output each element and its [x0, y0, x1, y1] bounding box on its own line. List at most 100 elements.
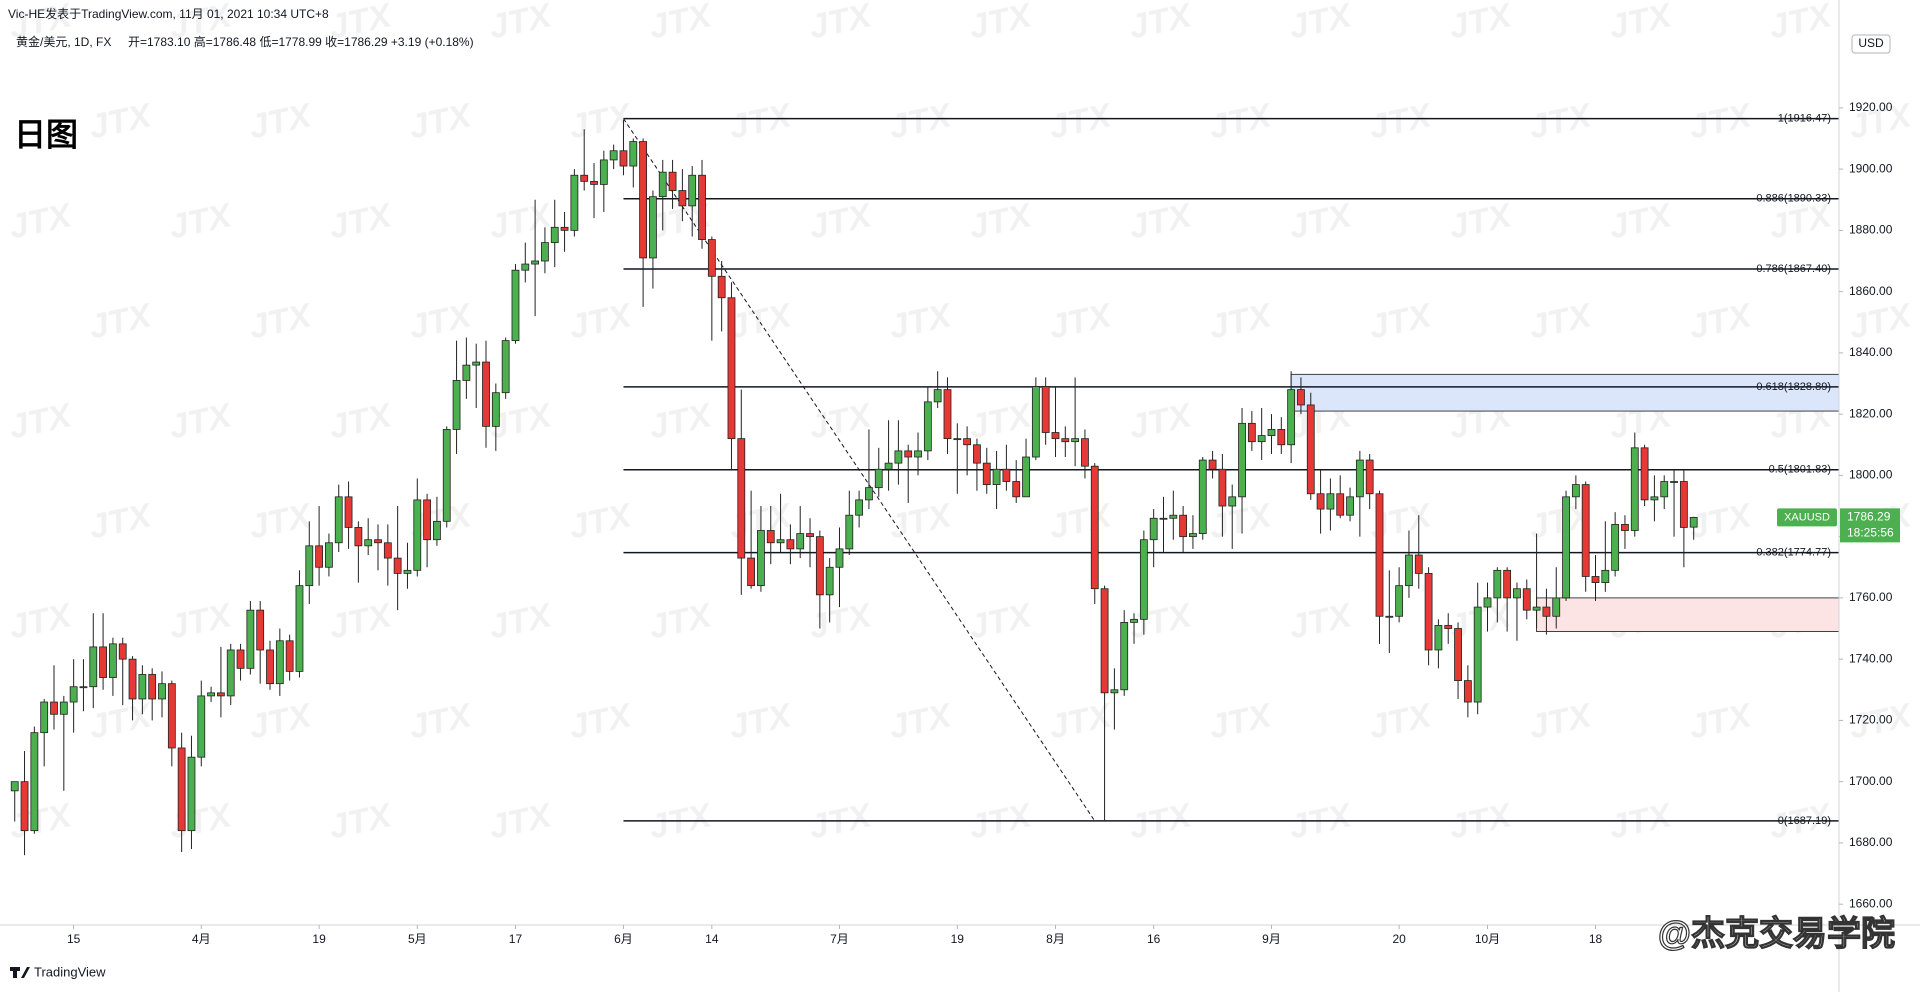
- candle-body: [1306, 404, 1315, 495]
- candle-body: [727, 297, 736, 440]
- candle-body: [325, 542, 333, 568]
- watermark: JTX: [1206, 296, 1277, 347]
- chart-title: 日图: [14, 116, 78, 152]
- candle-body: [953, 438, 962, 441]
- watermark: JTX: [1366, 296, 1437, 347]
- candle-body: [1208, 459, 1217, 470]
- candle-body: [1179, 514, 1188, 538]
- y-tick-label: 1740.00: [1849, 651, 1893, 665]
- fib-label: 0.618(1828.89): [1756, 381, 1831, 393]
- candle-body: [717, 275, 726, 299]
- candle-body: [1424, 572, 1433, 651]
- currency-box: [1851, 34, 1891, 54]
- candle-body: [806, 533, 814, 538]
- candle-body: [1041, 386, 1050, 433]
- watermark: JTX: [1686, 696, 1757, 747]
- candle-body: [148, 674, 157, 700]
- candle-body: [639, 141, 648, 259]
- candle-body: [1414, 554, 1423, 574]
- candle-body: [1336, 493, 1345, 516]
- candle-body: [138, 674, 147, 700]
- watermark: JTX: [646, 596, 717, 647]
- candle-body: [1630, 447, 1639, 531]
- candle-body: [1562, 496, 1570, 599]
- candle-body: [364, 539, 373, 547]
- candle-body: [658, 171, 667, 198]
- candle-body: [501, 340, 510, 394]
- watermark: JTX: [1366, 696, 1437, 747]
- candle-body: [236, 649, 245, 669]
- watermark: JTX: [886, 96, 957, 147]
- watermark: JTX: [326, 796, 397, 847]
- candle-body: [1169, 514, 1178, 519]
- candle-body: [1130, 618, 1138, 623]
- candle-body: [904, 450, 913, 458]
- watermark: JTX: [486, 0, 557, 47]
- candle-body: [187, 756, 196, 832]
- candle-body: [1198, 459, 1207, 534]
- x-tick-label: 20: [1392, 932, 1406, 946]
- candle-body: [1022, 456, 1030, 498]
- candle-body: [226, 649, 235, 697]
- candle-body: [20, 781, 29, 832]
- candle-body: [1395, 585, 1404, 617]
- candle-body: [550, 226, 559, 244]
- candle-body: [511, 269, 520, 342]
- candle-body: [982, 462, 991, 485]
- watermark: JTX: [166, 796, 237, 847]
- candle-body: [413, 499, 422, 571]
- watermark: JTX: [646, 396, 717, 447]
- watermark: JTX: [1686, 96, 1757, 147]
- symbol-tag: XAUUSD: [1784, 511, 1830, 523]
- candle-body: [629, 141, 638, 167]
- candle-body: [285, 640, 294, 672]
- watermark: JTX: [6, 596, 77, 647]
- candle-body: [1297, 389, 1305, 406]
- watermark: JTX: [246, 496, 317, 547]
- y-tick-label: 1720.00: [1849, 713, 1893, 727]
- candle-body: [433, 520, 441, 541]
- candle-body: [158, 683, 166, 700]
- watermark: JTX: [1046, 296, 1117, 347]
- plot-area: 1(1916.47) 0.886(1890.33) 0.786(1867.40) 0.…: [10, 113, 1840, 856]
- watermark: JTX: [806, 596, 877, 647]
- watermark: JTX: [1526, 296, 1597, 347]
- candle-body: [678, 190, 687, 207]
- candle-body: [354, 527, 363, 547]
- candle-body: [531, 260, 540, 265]
- candle-body: [393, 557, 402, 574]
- candle-body: [50, 701, 58, 715]
- watermark: JTX: [1446, 196, 1517, 247]
- candle-body: [737, 438, 746, 559]
- y-tick-label: 1880.00: [1849, 223, 1893, 237]
- candle-body: [609, 150, 618, 161]
- y-tick-label: 1900.00: [1849, 161, 1893, 175]
- candle-body: [1483, 597, 1492, 608]
- candle-body: [423, 499, 432, 541]
- watermark: JTX: [1286, 196, 1357, 247]
- candle-body: [815, 536, 824, 596]
- candle-body: [89, 646, 98, 688]
- candle-body: [1326, 493, 1335, 510]
- candle-body: [1247, 422, 1256, 443]
- candle-body: [472, 361, 481, 366]
- watermark: JTX: [486, 796, 557, 847]
- x-tick-label: 17: [509, 932, 523, 946]
- watermark: JTX: [246, 96, 317, 147]
- x-tick-label: 10月: [1475, 932, 1500, 946]
- candle-body: [1473, 606, 1482, 703]
- candle-body: [462, 364, 471, 381]
- candle-body: [1601, 569, 1610, 583]
- fib-label: 0.786(1867.40): [1756, 263, 1831, 275]
- watermark: JTX: [1446, 0, 1517, 47]
- candle-body: [59, 701, 68, 715]
- candle-body: [1238, 422, 1246, 498]
- candle-body: [933, 389, 942, 403]
- candle-body: [99, 646, 107, 678]
- candle-body: [1591, 576, 1600, 583]
- watermark: JTX: [246, 696, 317, 747]
- candle-body: [217, 692, 225, 697]
- watermark: JTX: [726, 696, 797, 747]
- watermark: JTX: [1126, 396, 1197, 447]
- y-tick-label: 1840.00: [1849, 345, 1893, 359]
